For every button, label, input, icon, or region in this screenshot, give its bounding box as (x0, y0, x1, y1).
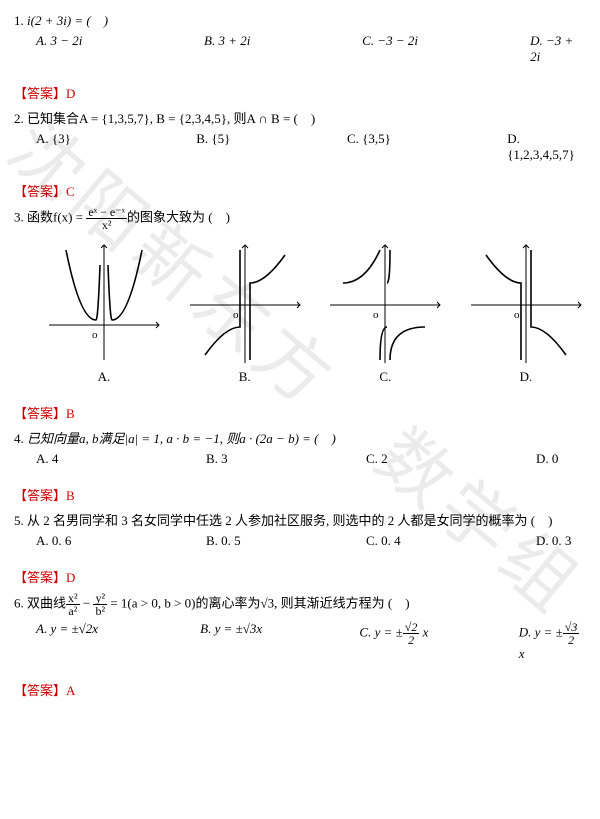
q5-opt-b: B. 0. 5 (206, 533, 366, 549)
q2-opt-b: B. {5} (196, 131, 347, 163)
svg-text:o: o (233, 309, 239, 321)
q1-answer: 【答案】D (14, 83, 586, 102)
q4-num: 4. (14, 431, 24, 446)
svg-text:o: o (514, 309, 520, 321)
q6-c-frac: √22 (403, 621, 420, 646)
q2-opt-a: A. {3} (36, 131, 196, 163)
q4-opt-b: B. 3 (206, 451, 366, 467)
q3-label-d: D. (466, 369, 586, 385)
q5-num: 5. (14, 513, 24, 528)
q6-pre: 双曲线 (27, 595, 66, 610)
svg-text:o: o (373, 309, 379, 321)
q3-graph-b: o (185, 235, 305, 365)
q4-text: 已知向量a, b满足|a| = 1, a · b = −1, 则a · (2a … (27, 431, 336, 446)
q3-label-c: C. (325, 369, 445, 385)
q6-c-pre: C. y = ± (359, 624, 402, 639)
q2-answer: 【答案】C (14, 181, 586, 200)
q6-c-post: x (419, 624, 428, 639)
q6-d-frac: √32 (563, 621, 580, 646)
q6-num: 6. (14, 595, 24, 610)
question-1: 1. i(2 + 3i) = ( ) A. 3 − 2i B. 3 + 2i C… (14, 10, 586, 65)
q6-frac2: y²b² (93, 592, 107, 617)
question-3: 3. 函数f(x) = eˣ − e⁻ˣx²的图象大致为 ( ) o o o o… (14, 206, 586, 385)
q6-d-post: x (519, 646, 525, 661)
q5-stem: 5. 从 2 名男同学和 3 名女同学中任选 2 人参加社区服务, 则选中的 2… (14, 510, 586, 529)
q6-stem: 6. 双曲线x²a² − y²b² = 1(a > 0, b > 0)的离心率为… (14, 592, 586, 617)
q1-stem: 1. i(2 + 3i) = ( ) (14, 10, 586, 29)
curve (108, 250, 142, 320)
q3-num: 3. (14, 209, 24, 224)
q6-t2d: b² (93, 605, 107, 617)
q4-opt-c: C. 2 (366, 451, 536, 467)
q6-options: A. y = ±√2x B. y = ±√3x C. y = ±√22 x D.… (36, 621, 586, 662)
q2-options: A. {3} B. {5} C. {3,5} D. {1,2,3,4,5,7} (36, 131, 586, 163)
curve (250, 255, 285, 360)
q6-opt-b: B. y = ±√3x (200, 621, 359, 662)
question-5: 5. 从 2 名男同学和 3 名女同学中任选 2 人参加社区服务, 则选中的 2… (14, 510, 586, 549)
curve (531, 250, 566, 355)
q6-d-pre: D. y = ± (519, 624, 563, 639)
q3-stem: 3. 函数f(x) = eˣ − e⁻ˣx²的图象大致为 ( ) (14, 206, 586, 231)
q2-num: 2. (14, 111, 24, 126)
q4-opt-a: A. 4 (36, 451, 206, 467)
q3-frac-d: x² (86, 219, 127, 231)
q4-answer: 【答案】B (14, 485, 586, 504)
q2-text: 已知集合A = {1,3,5,7}, B = {2,3,4,5}, 则A ∩ B… (27, 111, 315, 126)
q6-opt-d: D. y = ±√32 x (519, 621, 586, 662)
q3-label-a: A. (44, 369, 164, 385)
q3-label-b: B. (185, 369, 305, 385)
curve (66, 250, 100, 320)
q3-graph-labels: A. B. C. D. (44, 369, 586, 385)
q1-opt-b: B. 3 + 2i (204, 33, 362, 65)
q2-opt-d: D. {1,2,3,4,5,7} (507, 131, 586, 163)
q5-text: 从 2 名男同学和 3 名女同学中任选 2 人参加社区服务, 则选中的 2 人都… (27, 513, 552, 528)
q6-answer: 【答案】A (14, 680, 586, 699)
q3-answer: 【答案】B (14, 403, 586, 422)
q1-opt-c: C. −3 − 2i (362, 33, 530, 65)
svg-text:o: o (92, 329, 98, 341)
q3-graph-d: o (466, 235, 586, 365)
q1-num: 1. (14, 13, 24, 28)
curve (205, 250, 240, 355)
q5-opt-c: C. 0. 4 (366, 533, 536, 549)
q3-frac: eˣ − e⁻ˣx² (86, 206, 127, 231)
q2-stem: 2. 已知集合A = {1,3,5,7}, B = {2,3,4,5}, 则A … (14, 108, 586, 127)
q1-text: i(2 + 3i) = ( ) (27, 13, 108, 28)
q1-opt-a: A. 3 − 2i (36, 33, 204, 65)
q5-opt-d: D. 0. 3 (536, 533, 571, 549)
q2-opt-c: C. {3,5} (347, 131, 507, 163)
q4-stem: 4. 已知向量a, b满足|a| = 1, a · b = −1, 则a · (… (14, 428, 586, 447)
q3-graph-c: o (325, 235, 445, 365)
q6-cfd: 2 (403, 634, 420, 646)
q6-opt-c: C. y = ±√22 x (359, 621, 518, 662)
q1-options: A. 3 − 2i B. 3 + 2i C. −3 − 2i D. −3 + 2… (36, 33, 586, 65)
q6-opt-a: A. y = ±√2x (36, 621, 200, 662)
q3-graph-a: o (44, 235, 164, 365)
curve (486, 255, 521, 360)
q6-t1d: a² (66, 605, 80, 617)
question-6: 6. 双曲线x²a² − y²b² = 1(a > 0, b > 0)的离心率为… (14, 592, 586, 662)
question-2: 2. 已知集合A = {1,3,5,7}, B = {2,3,4,5}, 则A … (14, 108, 586, 163)
q6-frac1: x²a² (66, 592, 80, 617)
q6-post: = 1(a > 0, b > 0)的离心率为√3, 则其渐近线方程为 ( ) (107, 595, 409, 610)
q3-graphs: o o o o (44, 235, 586, 365)
q5-opt-a: A. 0. 6 (36, 533, 206, 549)
q4-opt-d: D. 0 (536, 451, 558, 467)
q4-options: A. 4 B. 3 C. 2 D. 0 (36, 451, 586, 467)
q5-options: A. 0. 6 B. 0. 5 C. 0. 4 D. 0. 3 (36, 533, 586, 549)
q3-pre: 函数f(x) = (27, 209, 86, 224)
q1-opt-d: D. −3 + 2i (530, 33, 586, 65)
q6-minus: − (80, 595, 94, 610)
q6-dfd: 2 (563, 634, 580, 646)
question-4: 4. 已知向量a, b满足|a| = 1, a · b = −1, 则a · (… (14, 428, 586, 467)
q3-post: 的图象大致为 ( ) (127, 209, 230, 224)
q5-answer: 【答案】D (14, 567, 586, 586)
